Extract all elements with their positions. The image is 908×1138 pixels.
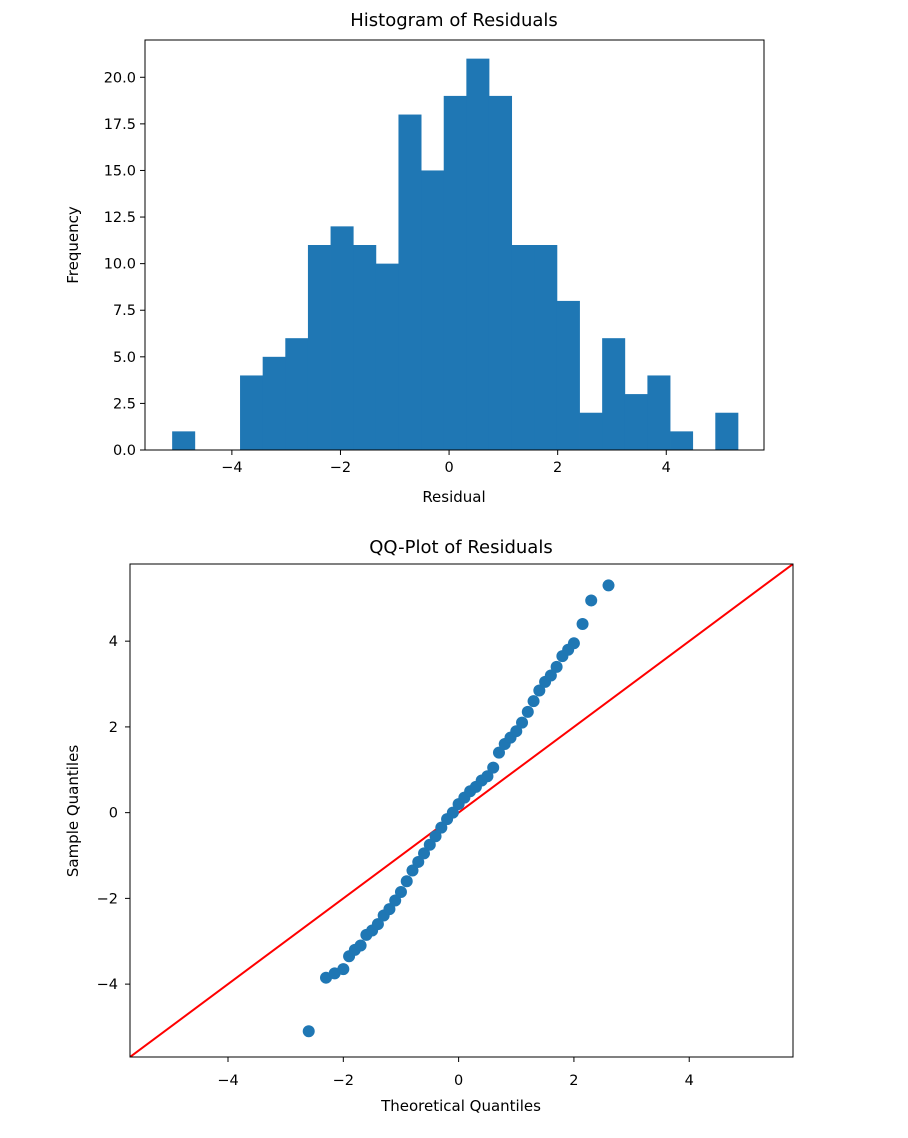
histogram-bar	[670, 431, 694, 450]
histogram-bar	[285, 338, 309, 450]
qq-point	[533, 684, 546, 697]
histogram-bar	[511, 245, 535, 450]
histogram-y-tick-label: 20.0	[104, 70, 136, 86]
histogram-y-tick-label: 7.5	[113, 303, 136, 319]
histogram-bar	[375, 263, 399, 450]
histogram-y-tick-label: 15.0	[104, 163, 136, 179]
histogram-bar	[488, 95, 513, 450]
histogram-bar	[353, 245, 377, 450]
qq-y-tick-label: −4	[97, 977, 118, 993]
qq-y-tick-label: 2	[109, 720, 118, 736]
qq-x-tick-label: 4	[685, 1073, 694, 1089]
histogram-x-tick-label: 0	[444, 460, 453, 476]
histogram-bar	[330, 226, 354, 450]
qq-point	[337, 963, 350, 976]
histogram-bar	[466, 58, 490, 451]
histogram-bar	[172, 431, 196, 450]
histogram-y-tick-label: 12.5	[104, 210, 136, 226]
histogram-bar	[534, 245, 558, 450]
qq-point	[567, 637, 580, 650]
qq-point	[516, 716, 529, 729]
qq-reference-line	[130, 564, 793, 1057]
qq-point	[389, 894, 402, 907]
histogram-x-axis-label: Residual	[422, 488, 485, 506]
qq-point	[544, 669, 557, 682]
qq-x-axis-label: Theoretical Quantiles	[380, 1097, 541, 1115]
qq-point	[446, 806, 459, 819]
qq-x-ticks: −4 −2 0 2 4	[217, 1057, 694, 1089]
histogram-x-tick-label: −4	[221, 460, 242, 476]
qq-point	[435, 821, 448, 834]
histogram-x-tick-label: 2	[553, 460, 562, 476]
histogram-bar	[307, 245, 331, 450]
histogram-bar	[579, 412, 603, 450]
qq-point	[481, 770, 494, 783]
histogram-bar	[421, 170, 445, 451]
histogram-bar	[556, 300, 580, 450]
qq-y-tick-label: −2	[97, 891, 118, 907]
histogram-bars	[172, 58, 739, 451]
qq-point	[400, 875, 413, 888]
histogram-bar	[398, 114, 422, 450]
histogram-y-tick-label: 17.5	[104, 117, 136, 133]
qq-y-tick-label: 4	[109, 634, 118, 650]
histogram-y-tick-label: 0.0	[113, 443, 136, 459]
qq-point	[406, 864, 419, 877]
qq-point	[585, 594, 598, 607]
histogram-bar	[602, 338, 626, 450]
qq-point	[510, 725, 523, 738]
qq-x-tick-label: −2	[333, 1073, 354, 1089]
histogram-y-tick-label: 10.0	[104, 257, 136, 273]
histogram-bar	[262, 356, 286, 450]
histogram-y-ticks: 0.0 2.5 5.0 7.5 10.0 12.5 15.0 17.5 20.0	[104, 70, 145, 459]
qq-point	[423, 838, 436, 851]
qq-point	[412, 855, 425, 868]
qq-point	[394, 885, 407, 898]
qq-y-tick-label: 0	[109, 806, 118, 822]
qq-point	[550, 660, 563, 673]
qq-point	[527, 695, 540, 708]
qq-point	[383, 903, 396, 916]
qq-points	[302, 579, 615, 1038]
qq-point	[487, 761, 500, 774]
histogram-axes-frame	[144, 39, 765, 451]
qq-x-tick-label: 2	[569, 1073, 578, 1089]
qq-point	[429, 830, 442, 843]
qq-plot-title: QQ-Plot of Residuals	[369, 537, 552, 558]
qq-point	[302, 1025, 315, 1038]
qq-point	[354, 939, 367, 952]
qq-point	[521, 705, 534, 718]
histogram-bar	[647, 375, 671, 450]
histogram-y-axis-label: Frequency	[64, 206, 82, 284]
histogram-y-tick-label: 2.5	[113, 396, 136, 412]
histogram-x-tick-label: 4	[662, 460, 671, 476]
qq-point	[418, 847, 431, 860]
histogram-bar	[240, 375, 264, 450]
qq-point	[492, 746, 505, 759]
histogram-title: Histogram of Residuals	[350, 10, 558, 31]
qq-point	[602, 579, 615, 592]
histogram-bar	[715, 412, 739, 450]
qq-point	[576, 618, 589, 631]
qq-axes-frame	[129, 563, 794, 1058]
qq-point	[371, 918, 384, 931]
histogram-x-ticks: −4 −2 0 2 4	[221, 450, 671, 476]
histogram-x-tick-label: −2	[330, 460, 351, 476]
qq-y-axis-label: Sample Quantiles	[64, 745, 82, 877]
histogram-y-tick-label: 5.0	[113, 350, 136, 366]
histogram-bar	[624, 394, 648, 450]
qq-y-ticks: −4 −2 0 2 4	[97, 634, 130, 993]
histogram-bar	[443, 95, 467, 450]
qq-plot-panel: QQ-Plot of Residuals −4 −2 0 2 4 −4 −2 0 2 4 The…	[64, 537, 794, 1115]
histogram-panel: Histogram of Residuals −4 −2 0 2 4 0.0 2.5 5.0…	[64, 10, 765, 506]
qq-x-tick-label: 0	[454, 1073, 463, 1089]
qq-x-tick-label: −4	[217, 1073, 238, 1089]
